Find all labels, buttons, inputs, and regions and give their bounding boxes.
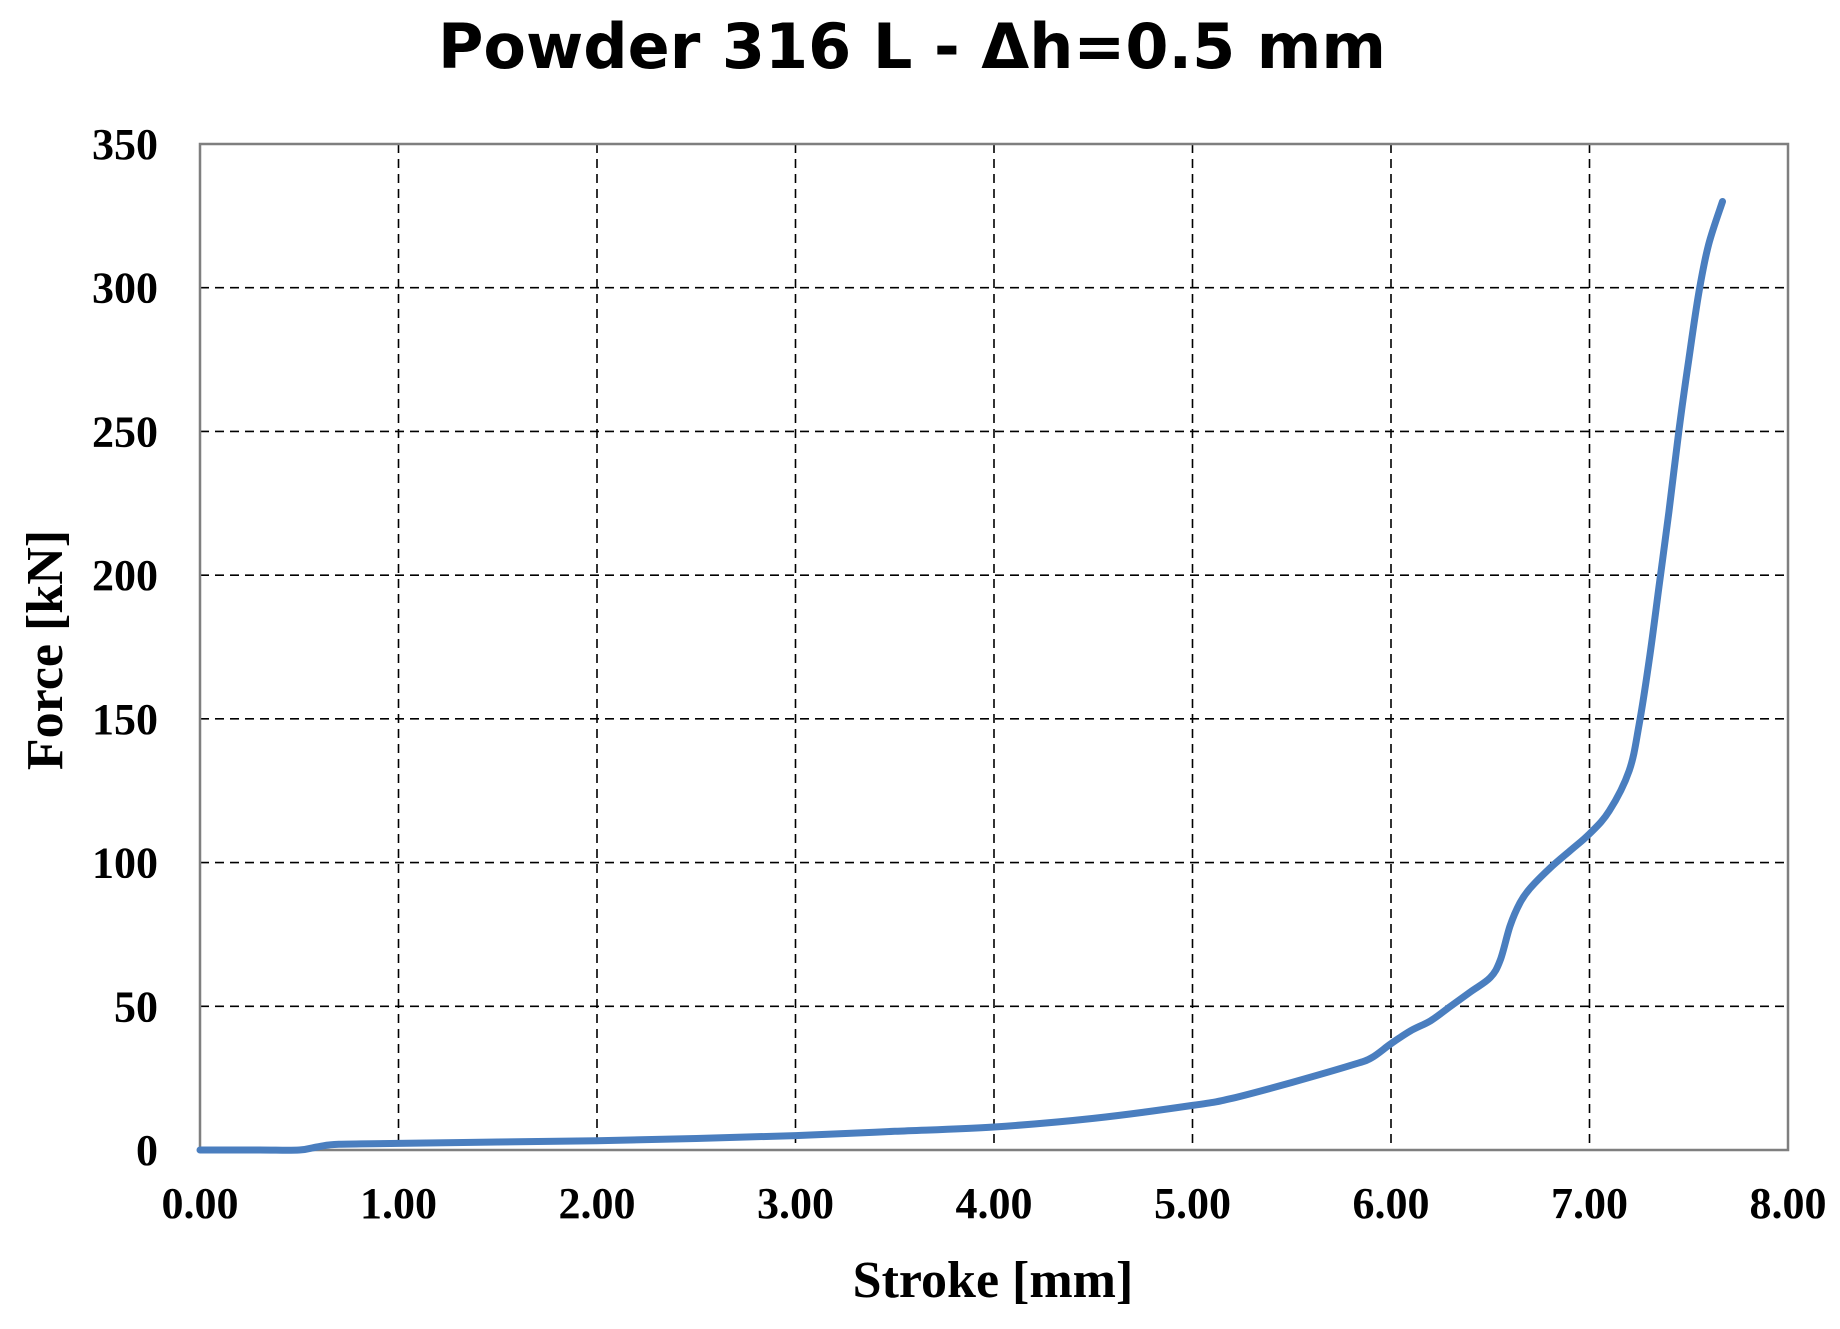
x-tick-label: 0.00 [162, 1179, 239, 1228]
x-tick-label: 6.00 [1353, 1179, 1430, 1228]
x-tick-label: 4.00 [956, 1179, 1033, 1228]
x-tick-label: 5.00 [1154, 1179, 1231, 1228]
x-tick-label: 8.00 [1750, 1179, 1827, 1228]
y-tick-label: 150 [92, 695, 158, 744]
y-tick-label: 50 [114, 982, 158, 1031]
y-tick-label: 250 [92, 407, 158, 456]
plot-area-border [198, 142, 1790, 1152]
grid-lines [200, 144, 1788, 1150]
y-tick-label: 0 [136, 1126, 158, 1175]
y-tick-label: 100 [92, 839, 158, 888]
x-tick-label: 3.00 [757, 1179, 834, 1228]
x-tick-label: 2.00 [559, 1179, 636, 1228]
x-tick-label: 1.00 [360, 1179, 437, 1228]
y-axis-label: Force [kN] [17, 530, 74, 770]
y-axis-ticks: 0 50 100 150 200 250 300 350 [92, 120, 158, 1175]
x-axis-label: Stroke [mm] [853, 1252, 1134, 1309]
y-tick-label: 200 [92, 551, 158, 600]
y-tick-label: 350 [92, 120, 158, 169]
series-line [196, 198, 1726, 1154]
chart-title: Powder 316 L - Δh=0.5 mm [438, 10, 1386, 83]
x-tick-label: 7.00 [1551, 1179, 1628, 1228]
y-tick-label: 300 [92, 264, 158, 313]
x-axis-ticks: 0.00 1.00 2.00 3.00 4.00 5.00 6.00 7.00 8.00 [162, 1179, 1827, 1228]
